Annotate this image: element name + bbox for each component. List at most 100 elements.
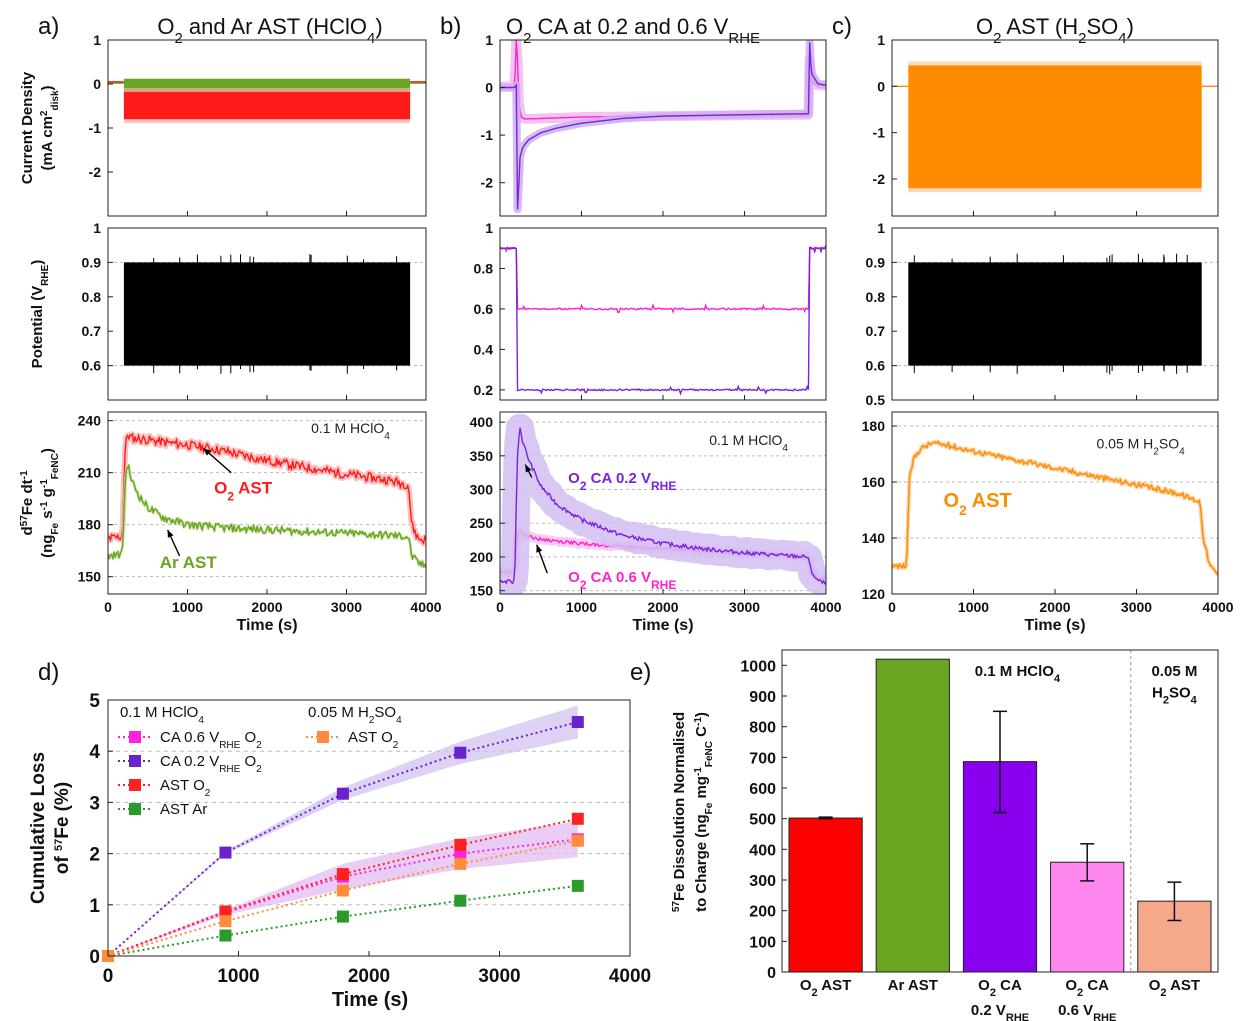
y-axis-label: Current Density	[19, 71, 36, 184]
x-tick-label: 0	[103, 966, 114, 987]
bar	[788, 817, 863, 973]
series-o2-ca-0.2-v	[500, 427, 826, 585]
panel-title: O2 AST (H2SO4)	[976, 14, 1134, 47]
data-point	[219, 915, 232, 928]
y-axis-label: to Charge (ngFe mg-1FeNC C-1)	[693, 712, 715, 912]
data-point	[454, 857, 467, 870]
y-tick-label: 0.7	[866, 323, 886, 339]
block-o2-ast	[123, 91, 411, 120]
subplot: 1 0 -1 -2	[481, 32, 827, 217]
data-point	[219, 929, 232, 942]
y-tick-label: 4	[89, 742, 100, 763]
y-tick-label: 900	[749, 689, 776, 706]
y-tick-label: -1	[481, 127, 494, 143]
bar	[875, 658, 950, 973]
legend-marker	[129, 755, 141, 767]
y-tick-label: 0.7	[82, 323, 102, 339]
series-band	[500, 413, 826, 594]
y-tick-label: 2	[89, 845, 100, 866]
legend-header: 0.05 M H2SO4	[308, 704, 402, 726]
y-tick-label: 300	[470, 482, 494, 498]
y-tick-label: 0.9	[866, 254, 886, 270]
data-point	[219, 846, 232, 859]
panel-c: c) O2 AST (H2SO4) 1 0 -1 -2 1 0.9 0.8 0.7 0.6 0.5 0.…	[832, 13, 1234, 634]
y-tick-label: 0.4	[474, 341, 494, 357]
subplot: 1 0.8 0.6 0.4 0.2	[474, 220, 827, 401]
legend-header: 0.1 M HClO4	[120, 704, 204, 726]
panel-b: b) O2 CA at 0.2 and 0.6 VRHE 1 0 -1 -2 1 0.8 0.6…	[440, 13, 842, 634]
y-tick-label: 1	[877, 32, 885, 48]
y-axis-label: Cumulative Loss	[28, 752, 49, 904]
panel-d: d) 0 1 2 3 4 5 0 1000 2000 3000 4000 Time (s) Cumulat…	[28, 659, 651, 1011]
y-tick-label: 300	[749, 873, 776, 890]
x-tick-label: 4000	[609, 966, 651, 987]
data-point	[336, 868, 349, 881]
y-tick-label: 1	[485, 32, 493, 48]
y-tick-label: -2	[481, 175, 494, 191]
x-tick-label: 2000	[1039, 599, 1070, 615]
panel-letter: d)	[38, 659, 59, 686]
panel-e: e) 0 100 200 300 400 500 600 700 800 900 1000 O2 AST…	[630, 649, 1219, 1021]
axes-frame	[107, 39, 427, 217]
subplot: 1 0.9 0.8 0.7 0.6 0.5	[866, 220, 1219, 408]
annotation: O2 AST	[943, 490, 1011, 518]
potential-spikes	[153, 254, 398, 374]
y-tick-label: 500	[749, 812, 776, 829]
subplot: 1 0.9 0.8 0.7 0.6 Potential (VRHE)	[29, 220, 427, 401]
y-tick-label: 5	[89, 691, 100, 712]
category-label: O2 CA	[978, 977, 1022, 999]
x-axis-label: Time (s)	[236, 617, 297, 634]
x-tick-label: 1000	[172, 599, 203, 615]
y-tick-label: 140	[862, 530, 886, 546]
annotation: 0.1 M HClO4	[311, 420, 390, 442]
y-tick-label: 0	[877, 78, 885, 94]
x-tick-label: 0	[104, 599, 112, 615]
y-tick-label: -1	[873, 125, 886, 141]
annotation: 0.05 M H2SO4	[1096, 435, 1185, 457]
y-tick-label: 350	[470, 448, 494, 464]
category-label: O2 AST	[1149, 977, 1200, 999]
legend-label: AST Ar	[160, 801, 207, 818]
y-axis-label: (ngFe s-1 g-1FeNC)	[39, 448, 61, 558]
subplot: 0.1 M HClO4 O2 AST Ar AST 240 210 180 150 d57Fe…	[19, 411, 427, 595]
legend-marker	[317, 731, 329, 743]
x-tick-label: 3000	[729, 599, 760, 615]
data-point	[571, 812, 584, 825]
plot-area	[500, 40, 826, 214]
plot-area	[892, 253, 1218, 375]
legend-label: AST O2	[348, 729, 399, 751]
plot-area	[108, 420, 426, 578]
series-ar-ast	[108, 463, 426, 569]
category-label: O2 AST	[800, 977, 851, 999]
y-tick-label: 1	[877, 220, 885, 236]
plot-area	[892, 425, 1218, 577]
x-tick-label: 2000	[647, 599, 678, 615]
y-tick-label: 0.8	[82, 289, 102, 305]
x-tick-label: 4000	[1202, 599, 1233, 615]
x-tick-label: 2000	[251, 599, 282, 615]
x-tick-label: 3000	[1121, 599, 1152, 615]
legend-marker	[129, 731, 141, 743]
x-tick-label: 1000	[217, 966, 259, 987]
y-tick-label: 800	[749, 720, 776, 737]
x-axis-label: Time (s)	[632, 617, 693, 634]
series-line	[107, 884, 578, 957]
y-tick-label: 180	[78, 517, 102, 533]
x-tick-label: 1000	[958, 599, 989, 615]
arrow-head	[203, 448, 212, 456]
y-tick-label: 600	[749, 781, 776, 798]
y-tick-label: 0.6	[82, 358, 102, 374]
series-band	[108, 705, 578, 956]
annotation: O2 AST	[214, 478, 273, 503]
x-tick-label: 2000	[348, 966, 390, 987]
y-tick-label: 0	[485, 80, 493, 96]
panel-letter: c)	[832, 13, 852, 40]
category-label: Ar AST	[888, 977, 938, 994]
annotation: H2SO4	[1152, 685, 1198, 707]
x-tick-label: 3000	[478, 966, 520, 987]
x-tick-label: 0	[888, 599, 896, 615]
plot-area	[500, 413, 826, 594]
y-tick-label: 3	[89, 793, 100, 814]
